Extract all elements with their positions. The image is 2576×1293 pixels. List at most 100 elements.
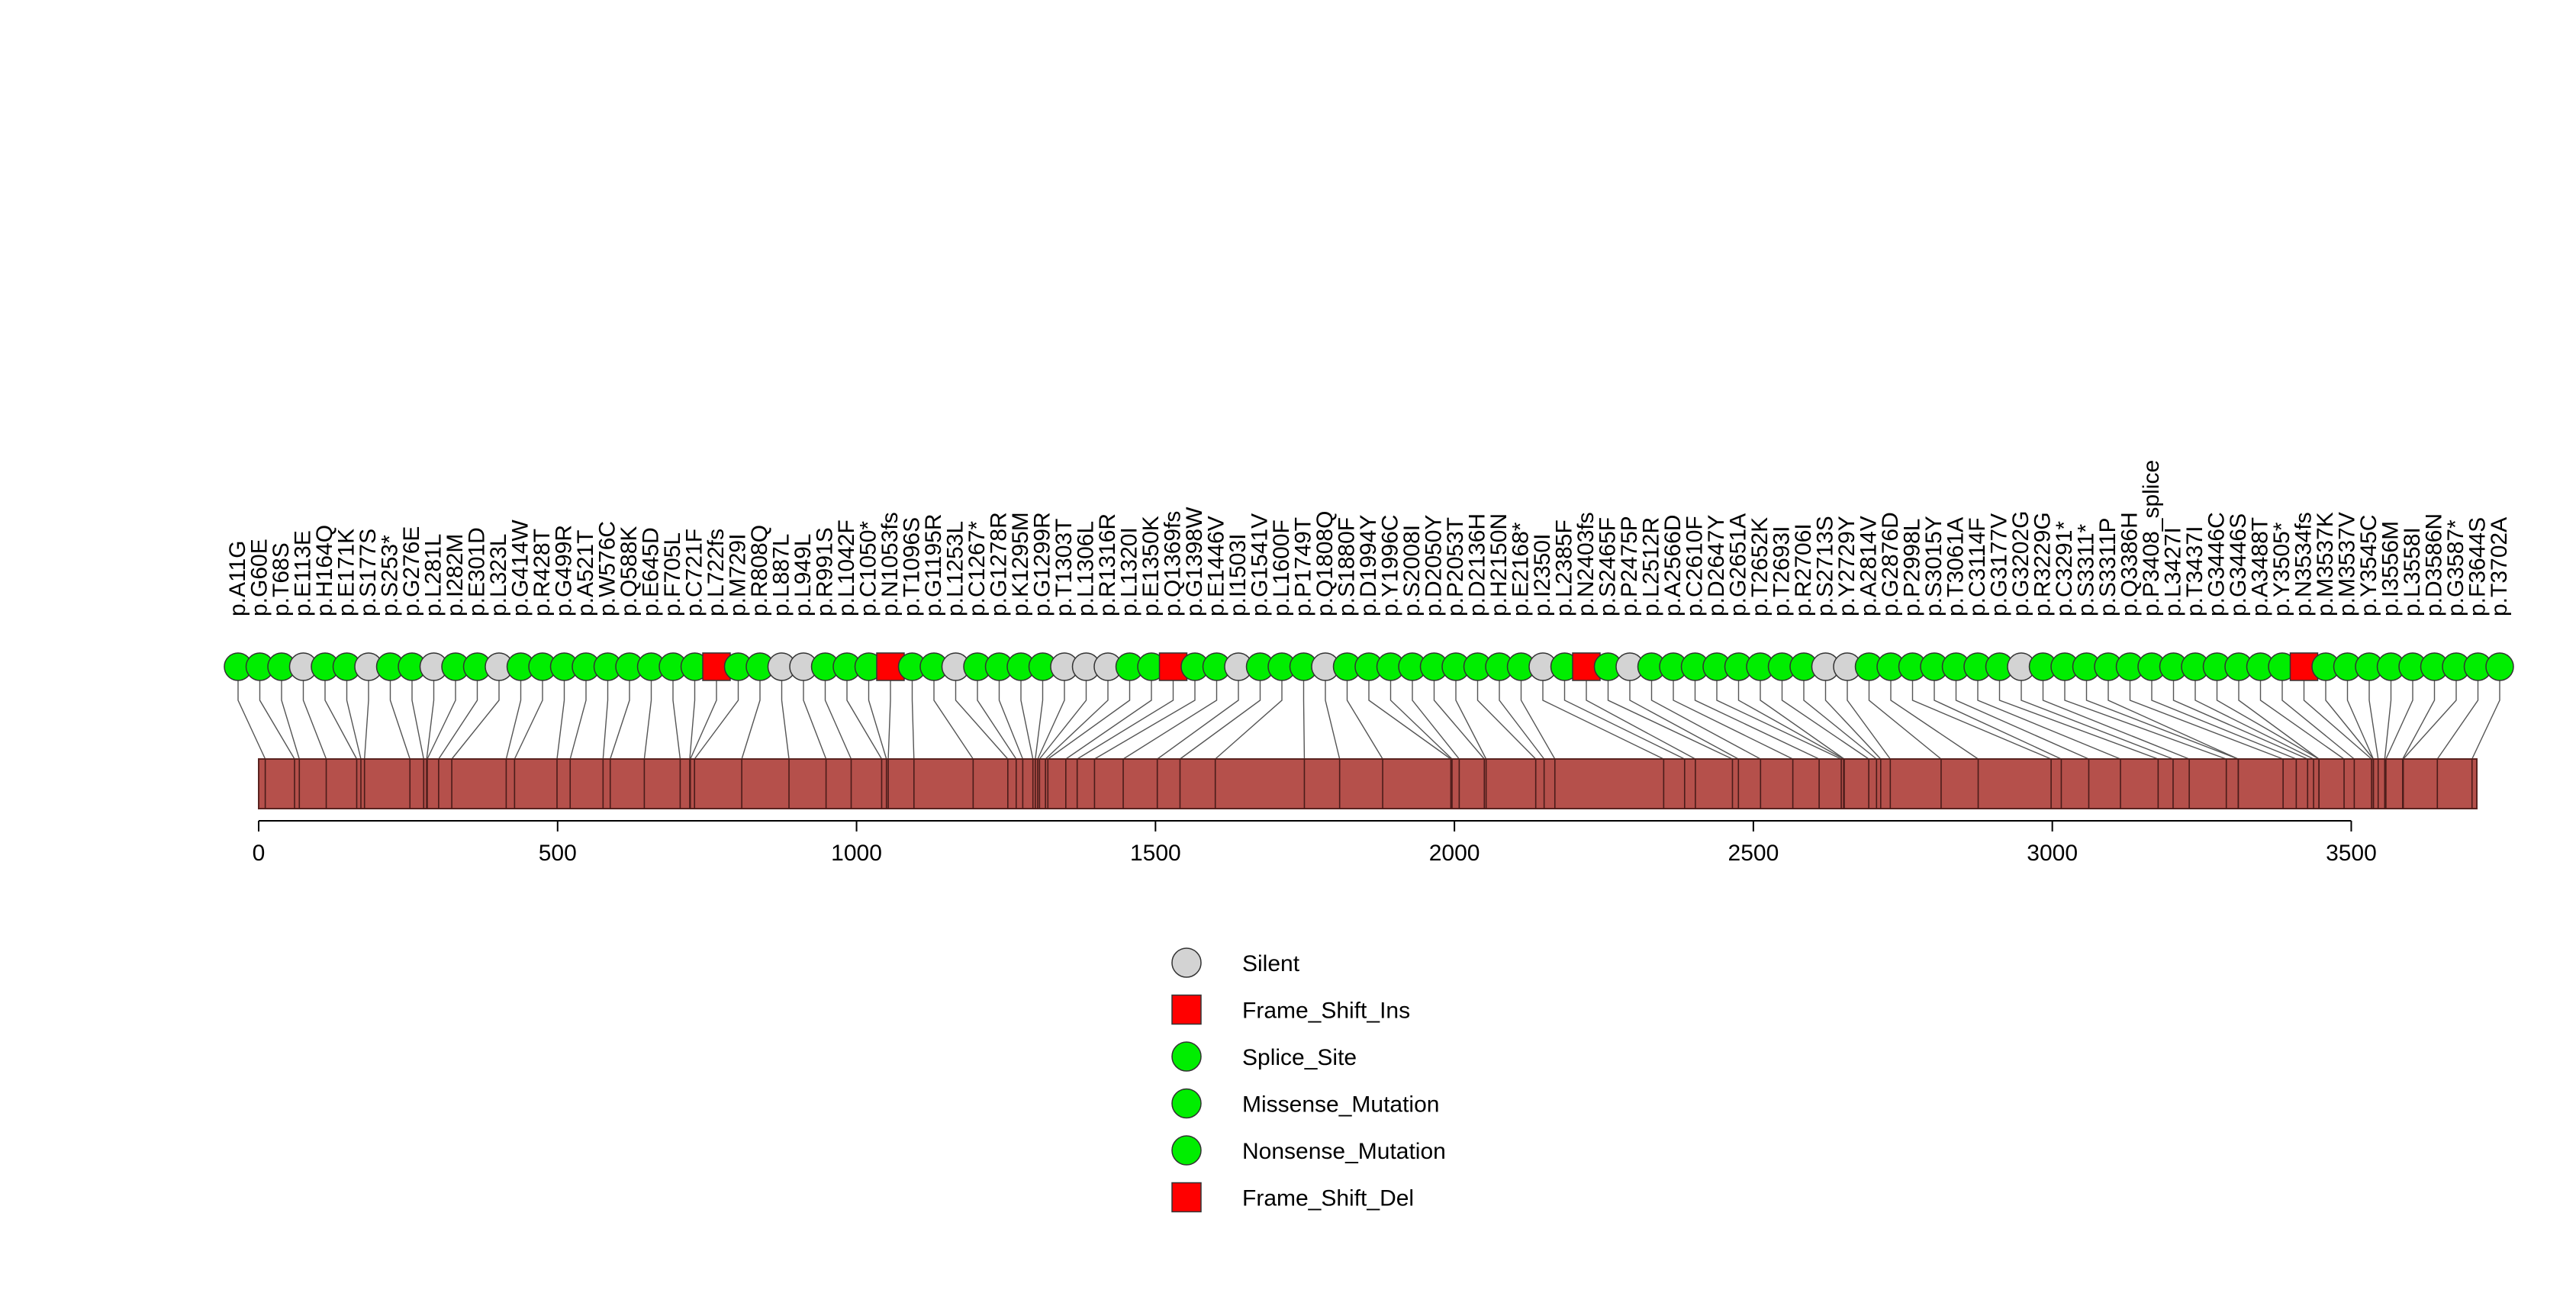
mutation-label: p.C1267*	[964, 521, 990, 616]
mutation-label: p.Y2729Y	[1834, 516, 1860, 616]
mutation-label: p.S2465F	[1596, 517, 1621, 616]
legend: Silent Frame_Shift_Ins Splice_Site Missense…	[1171, 947, 1446, 1213]
mutation-label: p.I1503I	[1225, 534, 1251, 616]
mutation-label: p.E171K	[334, 529, 359, 616]
protein-track	[258, 758, 2478, 809]
mutation-label: p.H2150N	[1486, 513, 1512, 616]
mutation-label: p.A2566D	[1660, 515, 1686, 616]
mutation-label: p.L323L	[486, 534, 511, 616]
mutation-label: p.I2350I	[1530, 534, 1555, 616]
mutation-connector	[1389, 667, 1453, 760]
mutation-label: p.H164Q	[312, 525, 337, 616]
mutation-label: p.G60E	[247, 539, 272, 616]
mutation-connector	[1455, 667, 1487, 760]
legend-label: Missense_Mutation	[1242, 1092, 1439, 1118]
mutation-label: p.E645D	[639, 527, 664, 616]
mutation-connector	[259, 667, 295, 760]
legend-label: Silent	[1242, 951, 1300, 976]
mutation-label: p.P2053T	[1443, 517, 1468, 616]
mutation-label: p.A11G	[225, 540, 250, 616]
mutation-connector	[1215, 667, 1283, 760]
mutation-label: p.D2647Y	[1704, 515, 1729, 616]
mutation-label: p.E301D	[465, 527, 490, 616]
mutation-label: p.D2136H	[1465, 513, 1490, 616]
mutation-label: p.R991S	[813, 527, 838, 616]
mutation-label: p.L1600F	[1269, 519, 1294, 616]
mutation-label: p.Q3386H	[2117, 512, 2143, 616]
x-axis-tick-label: 2000	[1429, 841, 1480, 866]
mutation-label: p.G3587*	[2443, 519, 2468, 616]
mutation-label: p.N1053fs	[877, 512, 903, 616]
mutation-connector	[1346, 667, 1383, 760]
mutation-label: p.P1749T	[1291, 517, 1316, 616]
mutation-label: p.C2610F	[1682, 516, 1708, 616]
mutation-label: p.P3408_splice	[2139, 460, 2164, 616]
mutation-label: p.Q1369fs	[1161, 511, 1186, 616]
mutation-label: p.D2050Y	[1422, 515, 1447, 616]
mutation-connector	[1542, 667, 1664, 760]
mutation-label: p.P2998L	[1900, 519, 1925, 616]
x-axis-tick-label: 1000	[831, 841, 882, 866]
mutation-label: p.I282M	[443, 534, 468, 616]
mutation-label: p.S2008I	[1399, 525, 1425, 616]
mutation-label: p.S177S	[356, 529, 381, 616]
mutation-label: p.N2403fs	[1573, 512, 1599, 616]
mutation-label: p.C3114F	[1965, 517, 1990, 616]
mutation-connector	[1673, 667, 1793, 760]
mutation-connector	[1077, 667, 1174, 760]
legend-label: Frame_Shift_Ins	[1242, 999, 1410, 1024]
mutation-label: p.L3558I	[2400, 527, 2425, 616]
mutation-label: p.G1398W	[1182, 507, 1207, 616]
mutation-label: p.A2814V	[1856, 516, 1882, 616]
legend-swatch	[1171, 994, 1202, 1025]
x-axis-tick-label: 3500	[2326, 841, 2377, 866]
mutation-label: p.L1253L	[943, 521, 968, 616]
legend-swatch	[1171, 1135, 1202, 1166]
mutation-marker[interactable]	[2485, 652, 2514, 681]
mutation-connector	[1476, 667, 1537, 760]
mutation-label: p.G499R	[552, 525, 577, 616]
mutation-label: p.R2706I	[1791, 523, 1816, 616]
mutation-label: p.Q1808Q	[1312, 511, 1338, 616]
legend-swatch	[1171, 947, 1202, 978]
mutation-label: p.C721F	[682, 529, 707, 616]
mutation-label: p.L949L	[791, 534, 816, 616]
mutation-label: p.G3177V	[1987, 513, 2012, 616]
mutation-label: p.W576C	[595, 521, 620, 616]
x-axis: 0 500 1000 1500 2000 2500 3000 3500	[253, 820, 2377, 866]
mutation-label: p.F3644S	[2465, 517, 2491, 616]
mutation-label: p.T1303T	[1051, 519, 1077, 616]
mutation-label: p.S3311P	[2095, 517, 2120, 616]
mutation-label: p.C3291*	[2052, 521, 2077, 616]
mutation-label: p.D1994Y	[1356, 515, 1381, 616]
mutation-label: p.L2385F	[1552, 519, 1577, 616]
mutation-label: p.L2512R	[1639, 517, 1664, 616]
mutation-label: p.G276E	[399, 526, 424, 616]
mutation-label: p.S3015Y	[1921, 516, 1946, 616]
mutation-label: p.G3446C	[2204, 512, 2230, 616]
mutation-label: p.L3427I	[2161, 527, 2186, 616]
mutation-label: p.Q588K	[617, 526, 642, 616]
mutation-label: p.G2651A	[1726, 513, 1751, 616]
legend-swatch	[1171, 1041, 1202, 1072]
mutation-label: p.G1299R	[1030, 512, 1055, 616]
mutation-label: p.T3437I	[2182, 526, 2207, 616]
mutation-label: p.R1316R	[1095, 513, 1120, 616]
legend-swatch	[1171, 1182, 1202, 1213]
mutation-label: p.L1306L	[1074, 521, 1099, 616]
mutation-label: p.E2168*	[1509, 522, 1534, 616]
mutation-label: p.P2475P	[1617, 516, 1642, 616]
mutation-label: p.G1278R	[987, 512, 1012, 616]
mutation-label: p.R428T	[530, 529, 555, 616]
x-axis-tick-label: 3000	[2027, 841, 2078, 866]
legend-label: Nonsense_Mutation	[1242, 1139, 1446, 1164]
mutation-label: p.T3702A	[2487, 517, 2512, 616]
legend-label: Splice_Site	[1242, 1045, 1357, 1070]
mutation-label: p.Y3545C	[2356, 515, 2381, 616]
mutation-label: p.S3311*	[2074, 523, 2099, 616]
mutation-label: p.S2713S	[1813, 516, 1838, 616]
mutation-label: p.T1096S	[900, 517, 925, 616]
mutation-label: p.A3488T	[2248, 517, 2273, 616]
